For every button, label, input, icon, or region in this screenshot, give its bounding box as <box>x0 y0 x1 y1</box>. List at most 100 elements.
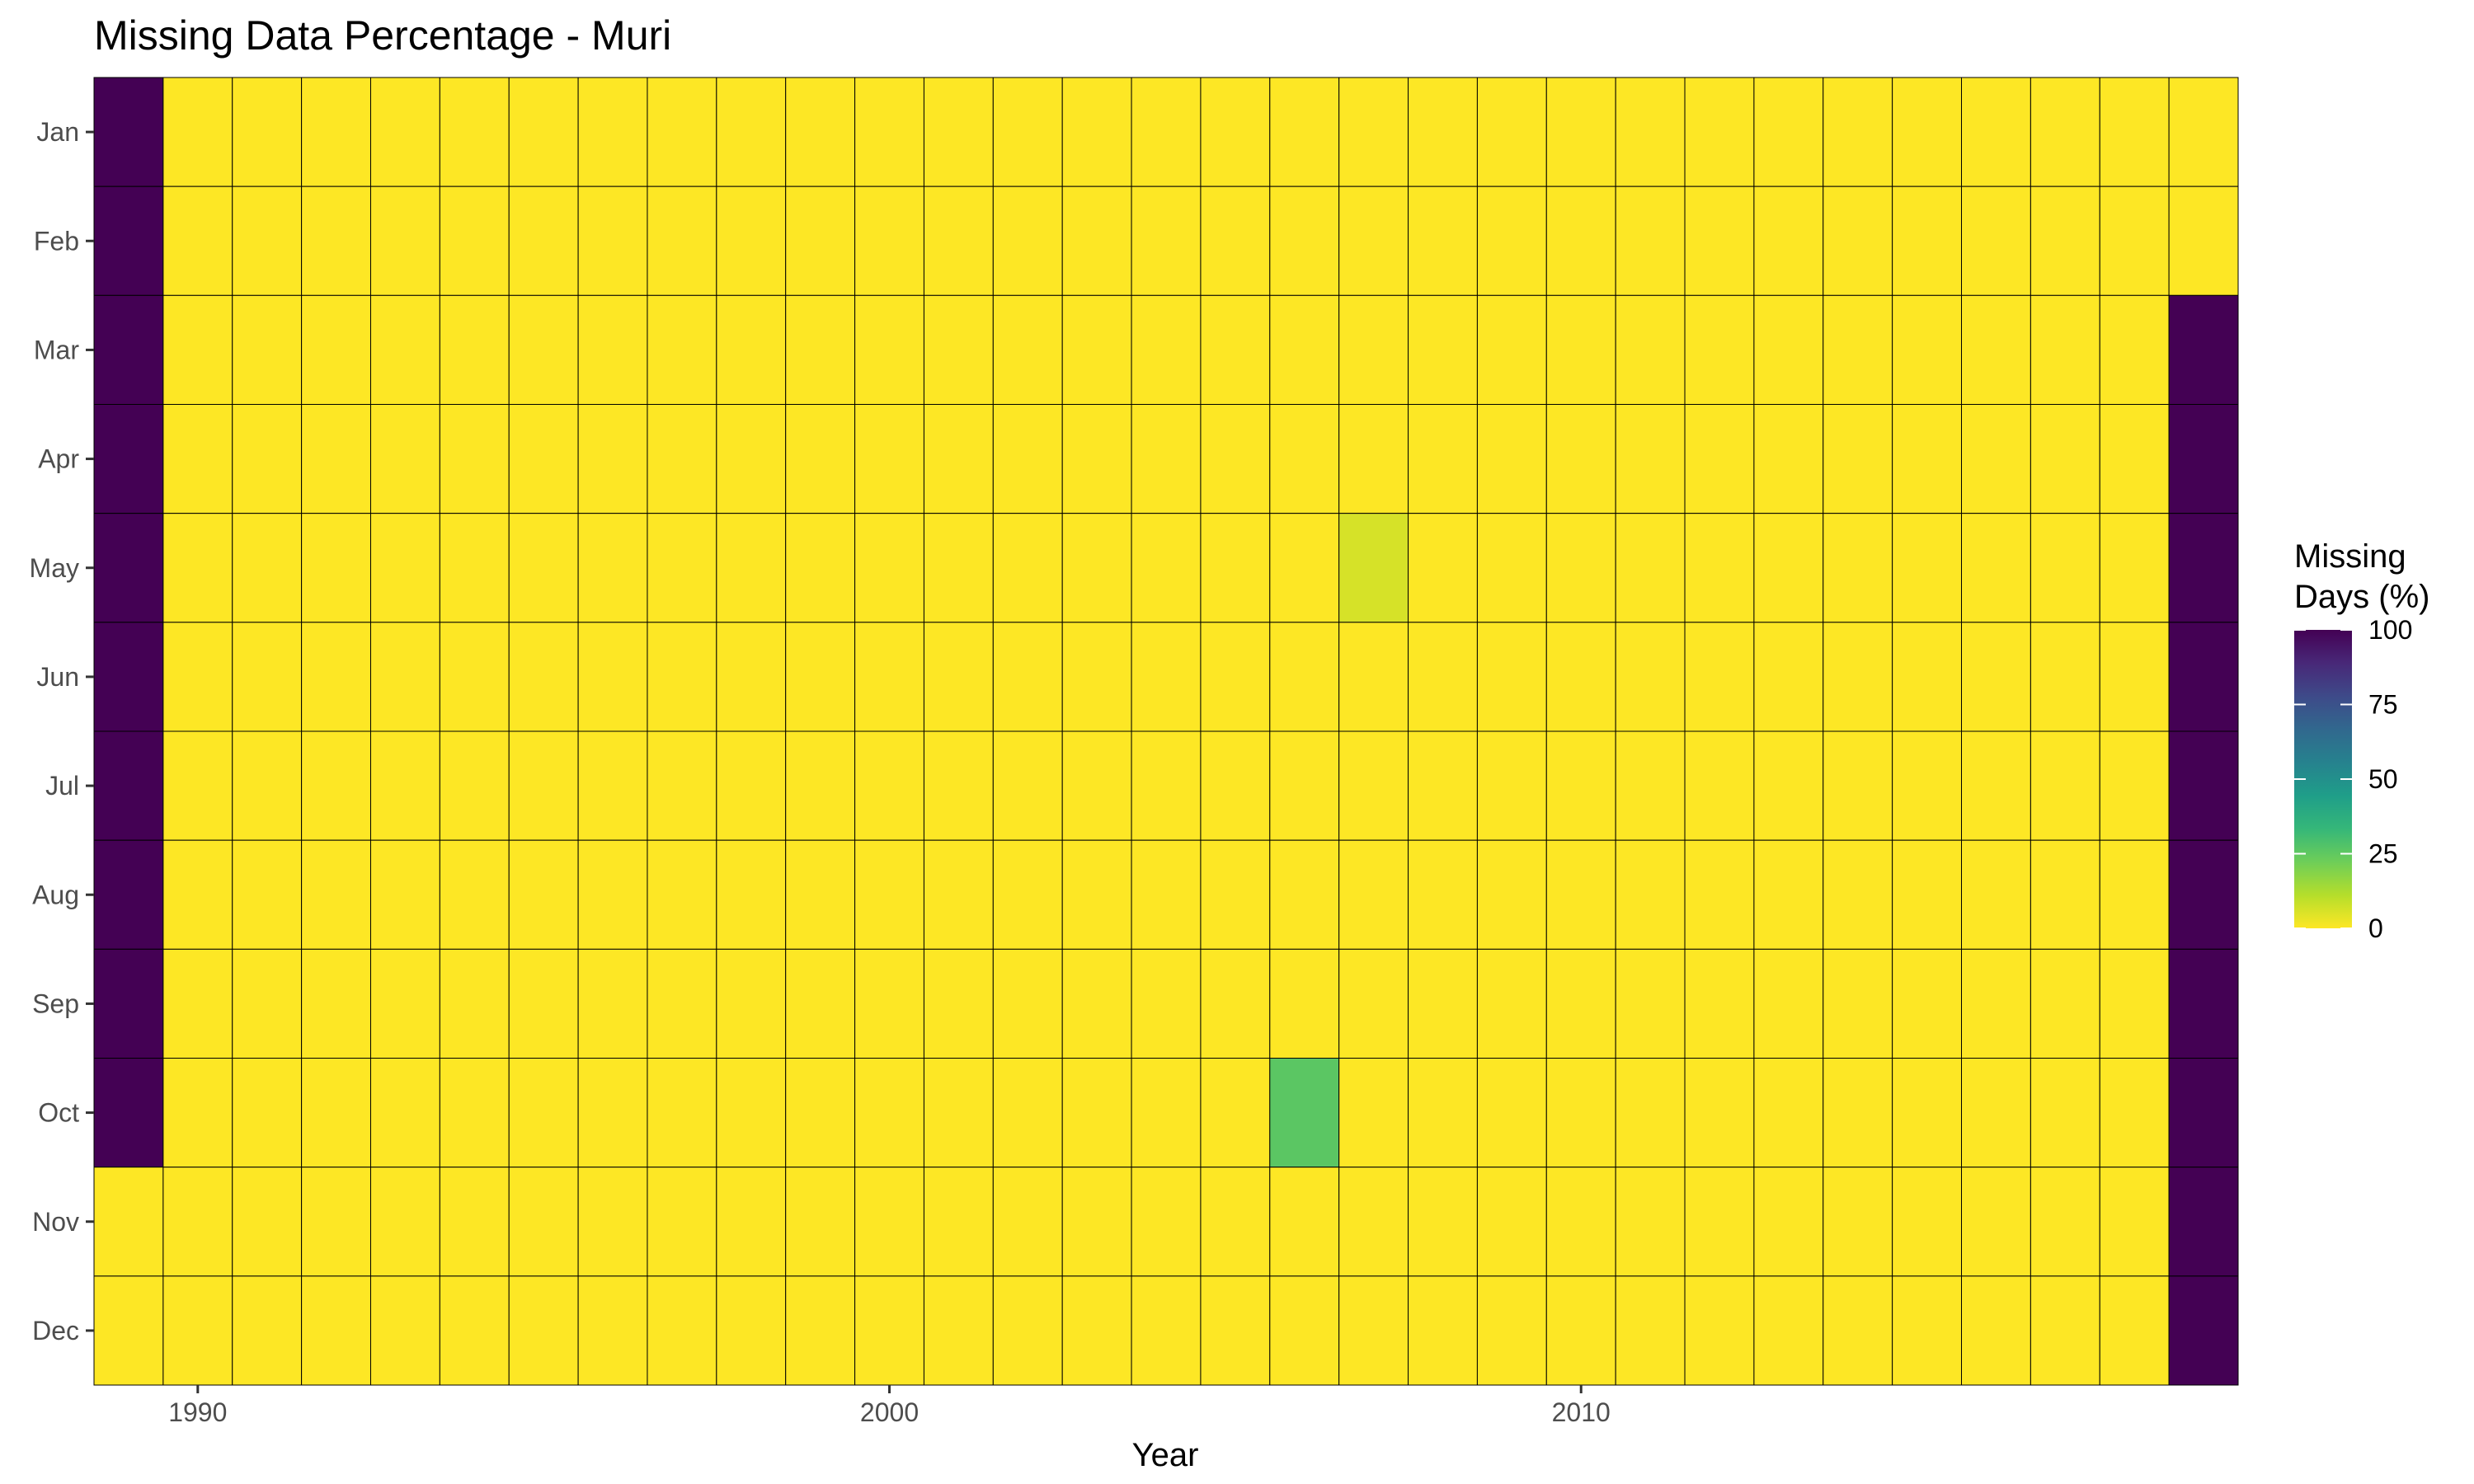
heatmap-cell-2005-feb <box>1200 186 1271 296</box>
heatmap-cell-1994-feb <box>439 186 510 296</box>
heatmap-cell-2018-aug <box>2099 839 2170 950</box>
heatmap-cell-2004-feb <box>1131 186 1202 296</box>
heatmap-cell-2018-mar <box>2099 294 2170 406</box>
y-tick-label-aug: Aug <box>32 880 79 909</box>
heatmap-cell-2012-jun <box>1684 622 1755 732</box>
heatmap-cell-1990-feb <box>162 186 233 296</box>
heatmap-cell-1998-mar <box>716 294 787 406</box>
heatmap-cell-1997-nov <box>647 1167 717 1277</box>
heatmap-cell-2018-jan <box>2099 77 2170 187</box>
heatmap-cell-2015-dec <box>1892 1275 1963 1386</box>
heatmap-cell-2006-mar <box>1269 294 1340 406</box>
heatmap-cell-2006-jan <box>1269 77 1340 187</box>
heatmap-cell-1992-may <box>301 513 371 623</box>
heatmap-cell-2003-apr <box>1061 404 1132 514</box>
heatmap-cell-2000-jan <box>854 77 924 187</box>
heatmap-cell-1998-nov <box>716 1167 787 1277</box>
heatmap-cell-1993-mar <box>369 294 440 406</box>
heatmap-cell-2005-may <box>1200 513 1271 623</box>
heatmap-cell-1990-jan <box>162 77 233 187</box>
heatmap-cell-2014-feb <box>1823 186 1893 296</box>
heatmap-cell-1996-nov <box>577 1167 648 1277</box>
heatmap-cell-2007-jun <box>1338 622 1409 732</box>
heatmap-cell-1996-oct <box>577 1058 648 1168</box>
heatmap-cell-1997-aug <box>647 839 717 950</box>
heatmap-cell-2006-sep <box>1269 948 1340 1059</box>
heatmap-cell-2019-feb <box>2168 186 2239 296</box>
heatmap-cell-2018-apr <box>2099 404 2170 514</box>
heatmap-cell-2008-mar <box>1408 294 1478 406</box>
heatmap-cell-1994-dec <box>439 1275 510 1386</box>
heatmap-cell-2007-mar <box>1338 294 1409 406</box>
heatmap-cell-2004-sep <box>1131 948 1202 1059</box>
heatmap-cell-1992-jun <box>301 622 371 732</box>
heatmap-cell-2004-jul <box>1131 730 1202 841</box>
heatmap-cell-2009-apr <box>1476 404 1547 514</box>
heatmap-cell-1997-jan <box>647 77 717 187</box>
heatmap-cell-2006-jul <box>1269 730 1340 841</box>
heatmap-cell-2009-mar <box>1476 294 1547 406</box>
heatmap-cell-2000-jul <box>854 730 924 841</box>
heatmap-cell-1990-oct <box>162 1058 233 1168</box>
heatmap-cell-1991-dec <box>232 1275 303 1386</box>
heatmap-cell-2001-may <box>923 513 994 623</box>
heatmap-cell-2008-jan <box>1408 77 1478 187</box>
heatmap-cell-1995-sep <box>508 948 579 1059</box>
heatmap-cell-2011-aug <box>1615 839 1686 950</box>
heatmap-cell-1998-jan <box>716 77 787 187</box>
heatmap-cell-1991-jul <box>232 730 303 841</box>
heatmap-cell-2003-jan <box>1061 77 1132 187</box>
heatmap-cell-1999-jan <box>785 77 856 187</box>
heatmap-cell-1991-jan <box>232 77 303 187</box>
heatmap-cell-2000-may <box>854 513 924 623</box>
heatmap-cell-2003-feb <box>1061 186 1132 296</box>
heatmap-cell-2006-dec <box>1269 1275 1340 1386</box>
heatmap-cell-2004-may <box>1131 513 1202 623</box>
heatmap-cell-2002-jan <box>992 77 1063 187</box>
heatmap-cell-2017-dec <box>2030 1275 2100 1386</box>
heatmap-cell-1993-sep <box>369 948 440 1059</box>
heatmap-cell-1994-sep <box>439 948 510 1059</box>
heatmap-cell-1999-oct <box>785 1058 856 1168</box>
heatmap-cell-2008-jul <box>1408 730 1478 841</box>
heatmap-cell-2011-jul <box>1615 730 1686 841</box>
heatmap-cell-2011-jun <box>1615 622 1686 732</box>
heatmap-cell-2014-oct <box>1823 1058 1893 1168</box>
heatmap-cell-2005-oct <box>1200 1058 1271 1168</box>
heatmap-cell-2010-jun <box>1545 622 1616 732</box>
heatmap-cell-2003-jul <box>1061 730 1132 841</box>
heatmap-cell-2016-mar <box>1961 294 2031 406</box>
heatmap-cell-2002-nov <box>992 1167 1063 1277</box>
heatmap-cell-1998-feb <box>716 186 787 296</box>
heatmap-cell-2014-may <box>1823 513 1893 623</box>
legend-label-50: 50 <box>2368 764 2398 794</box>
heatmap-cell-2013-feb <box>1753 186 1824 296</box>
heatmap-cell-2005-apr <box>1200 404 1271 514</box>
heatmap-cell-1995-mar <box>508 294 579 406</box>
heatmap-cell-1998-apr <box>716 404 787 514</box>
heatmap-cell-2009-jun <box>1476 622 1547 732</box>
heatmap-cell-1995-apr <box>508 404 579 514</box>
heatmap-cell-2012-feb <box>1684 186 1755 296</box>
heatmap-cell-2004-jan <box>1131 77 1202 187</box>
heatmap-cell-2011-feb <box>1615 186 1686 296</box>
heatmap-cell-1994-jul <box>439 730 510 841</box>
heatmap-cell-1993-aug <box>369 839 440 950</box>
legend-label-75: 75 <box>2368 690 2398 720</box>
heatmap-cell-2019-nov <box>2168 1167 2239 1277</box>
heatmap-cell-1989-oct <box>93 1058 164 1168</box>
heatmap-cell-2019-mar <box>2168 294 2239 406</box>
heatmap-cell-1991-mar <box>232 294 303 406</box>
heatmap-cell-1996-feb <box>577 186 648 296</box>
heatmap-cell-2006-feb <box>1269 186 1340 296</box>
heatmap-cell-2018-feb <box>2099 186 2170 296</box>
heatmap-cell-1992-sep <box>301 948 371 1059</box>
heatmap-cell-2003-mar <box>1061 294 1132 406</box>
legend-title-line-1: Missing <box>2294 538 2406 575</box>
heatmap-cell-2008-sep <box>1408 948 1478 1059</box>
heatmap-cell-2007-jul <box>1338 730 1409 841</box>
heatmap-cell-2007-dec <box>1338 1275 1409 1386</box>
heatmap-cell-2009-sep <box>1476 948 1547 1059</box>
heatmap-cell-1996-apr <box>577 404 648 514</box>
heatmap-cell-2000-aug <box>854 839 924 950</box>
